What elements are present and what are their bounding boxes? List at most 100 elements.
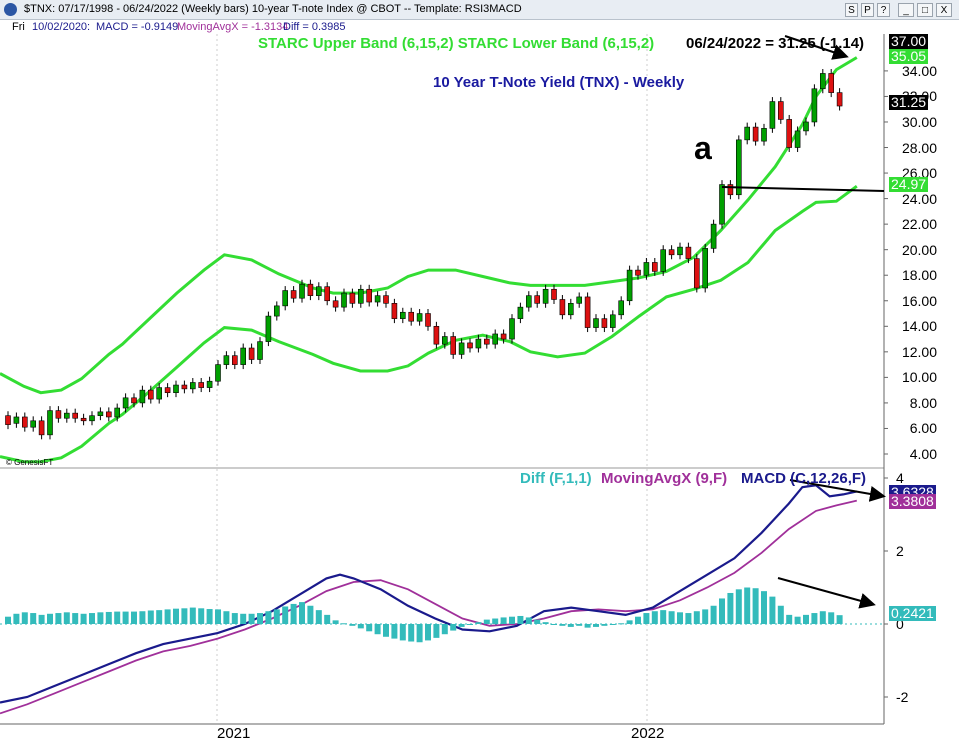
candle-body — [173, 384, 179, 394]
candle-body — [660, 249, 667, 272]
price-tick-label: 22.00 — [901, 216, 937, 233]
candle-body — [240, 347, 246, 365]
candle-body — [811, 88, 818, 123]
diff-bar — [425, 624, 431, 641]
diff-bar — [517, 615, 524, 624]
candle-body — [509, 318, 515, 340]
macd-trend-arrow — [789, 479, 886, 502]
diff-bar — [458, 624, 465, 627]
candle-body — [248, 347, 255, 360]
diff-bar — [147, 610, 154, 624]
diff-bar — [735, 589, 742, 624]
diff-bar — [433, 624, 440, 638]
help-button[interactable]: ? — [877, 3, 890, 17]
diff-bar — [223, 611, 230, 624]
chart-area[interactable]: STARC Upper Band (6,15,2) STARC Lower Ba… — [0, 34, 959, 744]
diff-bar — [248, 613, 255, 624]
candle-body — [114, 407, 120, 418]
price-tick-label: 8.00 — [909, 394, 937, 411]
price-tick-label: 16.00 — [901, 292, 937, 309]
status-day: Fri — [12, 21, 25, 33]
candle-body — [55, 410, 62, 419]
candle-body — [273, 305, 280, 317]
diff-bar — [38, 614, 45, 624]
diff-bar — [324, 614, 331, 624]
price-peak-arrow — [784, 35, 849, 60]
diff-bar — [618, 623, 625, 625]
candle-body — [198, 382, 204, 388]
mavg-legend: MovingAvgX (9,F) — [601, 470, 728, 487]
diff-bar — [710, 605, 717, 624]
diff-bar — [399, 624, 406, 641]
candle-body — [290, 290, 297, 299]
diff-bar — [383, 624, 389, 637]
top-value-box: 37.00 — [889, 33, 929, 49]
diff-bar — [5, 616, 11, 624]
diff-bar — [97, 612, 104, 624]
diff-bar — [282, 606, 289, 624]
candle-body — [265, 315, 272, 342]
mavg-line — [0, 499, 858, 715]
candle-body — [542, 288, 549, 304]
diff-bar — [677, 612, 683, 624]
diff-bar — [357, 624, 364, 629]
diff-bar — [769, 596, 776, 624]
diff-bar — [467, 624, 473, 625]
candle-body — [500, 333, 507, 340]
candle-body — [492, 333, 499, 345]
x-label-2021: 2021 — [217, 725, 251, 742]
candle-body — [21, 416, 28, 428]
credit-label: © GenesisFT — [6, 458, 54, 467]
candle-body — [710, 223, 717, 249]
diff-bar — [341, 623, 347, 625]
diff-bar — [702, 609, 709, 624]
lower-band-line — [0, 184, 858, 464]
support-line-a — [721, 186, 885, 192]
maximize-button[interactable]: □ — [917, 3, 933, 17]
diff-bar — [139, 611, 146, 624]
price-tick-label: 10.00 — [901, 369, 937, 386]
candle-body — [89, 415, 95, 422]
candle-body — [307, 283, 314, 296]
candle-body — [828, 73, 835, 93]
status-diff: Diff = 0.3985 — [283, 21, 346, 33]
candle-body — [80, 417, 87, 422]
candle-body — [643, 262, 650, 276]
candle-body — [702, 248, 709, 289]
diff-bar — [492, 618, 499, 624]
p-button[interactable]: P — [861, 3, 874, 17]
diff-bar — [525, 617, 532, 624]
s-button[interactable]: S — [845, 3, 858, 17]
diff-bar — [567, 624, 574, 627]
chart-plot[interactable] — [0, 34, 959, 744]
candle-body — [744, 126, 751, 141]
candle-body — [601, 318, 608, 328]
diff-bar — [651, 611, 658, 624]
diff-bar — [761, 591, 767, 624]
candle-body — [223, 355, 230, 365]
candle-body — [164, 387, 171, 394]
candle-body — [786, 119, 793, 148]
diff-bar — [206, 609, 213, 624]
candle-body — [752, 126, 759, 142]
diff-bar — [299, 602, 305, 624]
candle-body — [475, 338, 482, 349]
diff-bar — [114, 611, 121, 624]
macd-tick-label: 4 — [896, 470, 904, 486]
diff-bar — [752, 588, 759, 624]
status-macd: MACD = -0.9149 — [96, 21, 179, 33]
diff-bar — [576, 624, 583, 626]
diff-bar — [30, 613, 37, 624]
diff-bar — [668, 611, 675, 624]
candle-body — [148, 389, 154, 400]
diff-bar — [542, 622, 549, 624]
candle-body — [635, 269, 641, 276]
diff-bar — [55, 613, 62, 624]
minimize-button[interactable]: _ — [898, 3, 914, 17]
diff-bar — [231, 613, 238, 624]
macd-tick-label: 2 — [896, 543, 904, 559]
candle-body — [139, 389, 146, 404]
close-button[interactable]: X — [936, 3, 952, 17]
candle-body — [761, 128, 767, 142]
price-tick-label: 24.00 — [901, 190, 937, 207]
